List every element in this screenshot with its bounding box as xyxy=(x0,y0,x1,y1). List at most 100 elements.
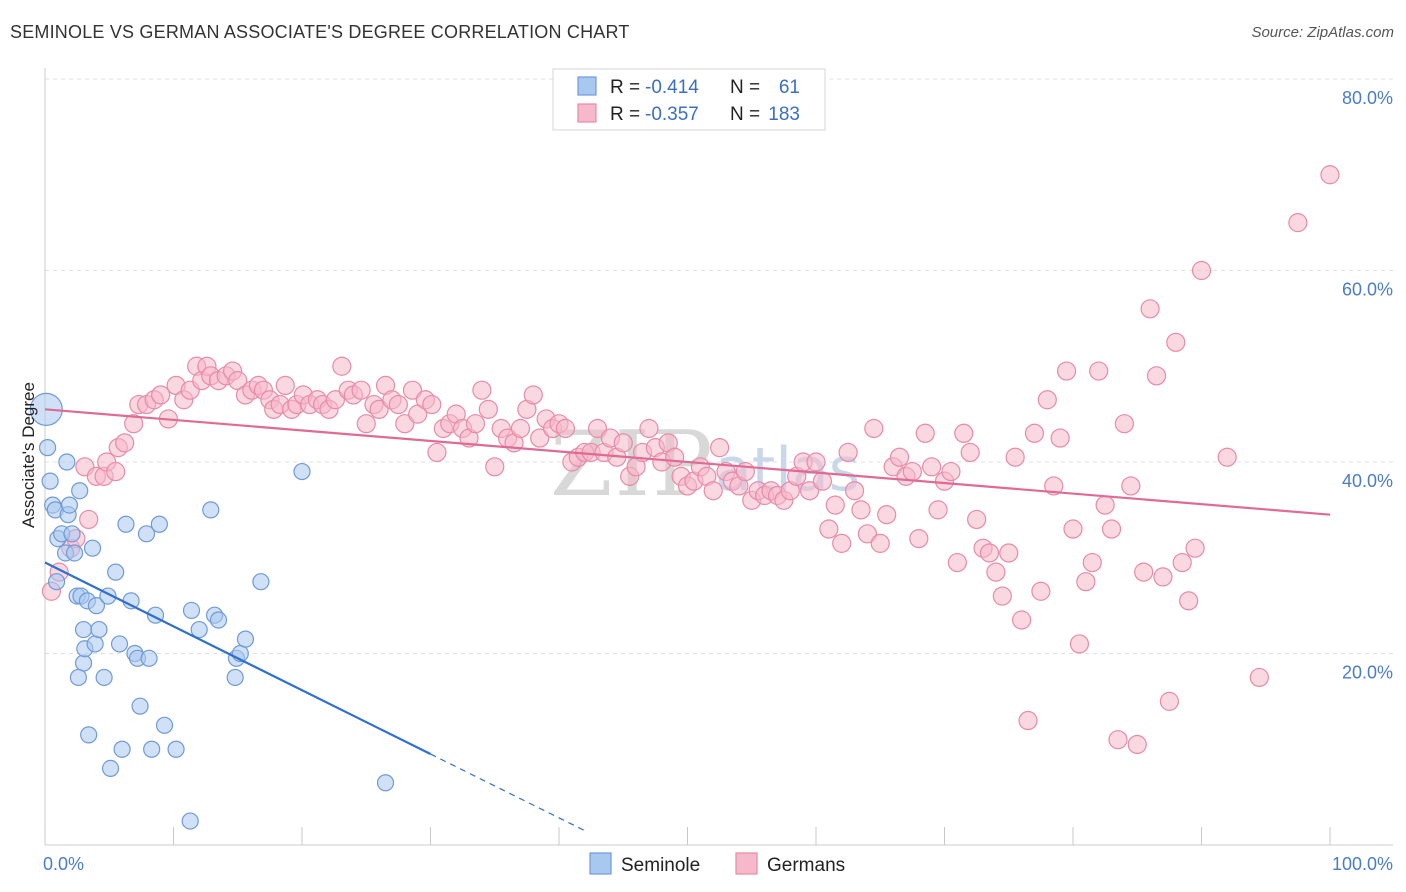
seminole-point xyxy=(60,496,79,514)
seminole-point xyxy=(74,654,93,672)
source-credit: Source: ZipAtlas.com xyxy=(1251,24,1394,41)
seminole-point xyxy=(376,774,395,792)
legend-swatch-seminole xyxy=(577,76,597,96)
germans-point xyxy=(825,495,845,515)
germans-point xyxy=(1127,734,1147,755)
germans-point xyxy=(1185,538,1205,558)
seminole-point xyxy=(131,697,149,715)
germans-point xyxy=(877,505,897,525)
germans-point xyxy=(1063,519,1083,539)
germans-point xyxy=(857,524,878,544)
germans-points xyxy=(41,165,1340,755)
germans-point xyxy=(332,356,352,376)
germans-point xyxy=(999,543,1019,563)
seminole-trendline xyxy=(44,561,431,756)
germans-point xyxy=(1217,447,1237,467)
x-tick-label-max: 100.0% xyxy=(1332,854,1393,874)
germans-point xyxy=(1159,691,1179,711)
seminole-point xyxy=(86,635,104,653)
legend-box xyxy=(552,68,826,131)
germans-point xyxy=(275,375,295,395)
seminole-trendline-extension xyxy=(430,753,585,832)
legend-swatch-germans xyxy=(577,103,597,123)
y-tick-label: 40.0% xyxy=(1342,471,1393,491)
germans-point xyxy=(915,423,935,443)
seminole-point xyxy=(167,740,185,758)
y-tick-label: 80.0% xyxy=(1342,88,1393,108)
seminole-point xyxy=(83,539,102,557)
seminole-point xyxy=(155,716,174,734)
seminole-point xyxy=(41,472,59,490)
germans-point xyxy=(351,380,371,400)
germans-point xyxy=(356,414,376,434)
chart-title: SEMINOLE VS GERMAN ASSOCIATE'S DEGREE CO… xyxy=(10,22,630,42)
germans-point xyxy=(530,428,550,448)
germans-point xyxy=(806,452,826,472)
seminole-point xyxy=(71,482,89,500)
germans-point xyxy=(1037,390,1057,410)
germans-point xyxy=(124,414,144,434)
germans-point xyxy=(979,543,1000,563)
seminole-point xyxy=(182,601,201,620)
germans-point xyxy=(106,461,126,482)
bottom-legend-label-seminole: Seminole xyxy=(621,855,700,876)
germans-point xyxy=(870,533,890,553)
germans-point xyxy=(485,457,505,477)
germans-point xyxy=(838,442,858,463)
seminole-point xyxy=(110,635,129,653)
seminole-point xyxy=(95,668,113,687)
germans-point xyxy=(954,423,974,443)
germans-point xyxy=(427,442,447,463)
germans-point xyxy=(851,500,871,520)
seminole-point xyxy=(117,515,135,533)
germans-point xyxy=(465,414,486,434)
x-tick-label-min: 0.0% xyxy=(43,854,84,874)
germans-point xyxy=(1044,476,1064,496)
seminole-point xyxy=(209,611,228,629)
ticks: 20.0% 40.0% 60.0% 80.0% 0.0% 100.0% xyxy=(43,88,1393,874)
seminole-point xyxy=(58,453,76,471)
germans-point xyxy=(819,519,839,539)
germans-point xyxy=(902,461,922,482)
seminole-point xyxy=(38,439,57,457)
germans-point xyxy=(889,447,910,467)
germans-point xyxy=(369,399,389,419)
seminole-point xyxy=(113,740,131,758)
y-axis-label: Associate's Degree xyxy=(19,382,38,528)
germans-point xyxy=(1121,476,1141,496)
germans-point xyxy=(992,586,1012,606)
seminole-point xyxy=(90,620,108,639)
germans-point xyxy=(1050,428,1070,448)
germans-point xyxy=(1288,213,1308,233)
germans-point xyxy=(1031,581,1051,601)
germans-point xyxy=(422,394,442,415)
germans-point xyxy=(1134,562,1154,582)
germans-point xyxy=(1191,260,1212,281)
legend-n-label-germans: N = xyxy=(730,104,760,125)
seminole-point xyxy=(80,726,98,744)
bottom-legend-swatch-germans xyxy=(735,852,758,875)
legend: R = -0.414 N = 61 R = -0.357 N = 183 xyxy=(552,68,826,131)
seminole-point xyxy=(107,563,125,581)
seminole-point xyxy=(140,649,158,667)
germans-point xyxy=(1101,519,1122,539)
germans-point xyxy=(388,394,408,415)
seminole-point xyxy=(63,525,81,543)
legend-n-label-seminole: N = xyxy=(730,77,760,98)
germans-point xyxy=(523,385,543,405)
germans-point xyxy=(1024,423,1045,443)
germans-point xyxy=(844,481,865,501)
germans-point xyxy=(402,380,423,400)
germans-point xyxy=(960,442,980,463)
seminole-point xyxy=(150,515,168,533)
legend-r-label-germans: R = xyxy=(610,104,640,125)
germans-point xyxy=(79,509,99,530)
legend-r-value-seminole: -0.414 xyxy=(645,77,699,98)
legend-r-value-germans: -0.357 xyxy=(645,104,699,125)
germans-point xyxy=(947,552,967,573)
seminole-point xyxy=(65,544,84,562)
seminole-point xyxy=(101,759,120,778)
trendlines xyxy=(44,408,1331,832)
germans-point xyxy=(1089,361,1109,381)
